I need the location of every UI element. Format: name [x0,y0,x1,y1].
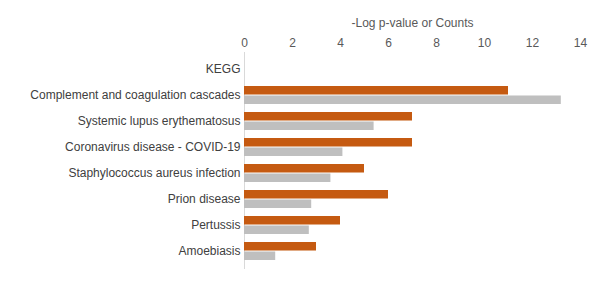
svg-text:14: 14 [574,36,588,50]
svg-text:-Log p-value or Counts: -Log p-value or Counts [351,16,473,30]
svg-text:4: 4 [337,36,344,50]
svg-text:0: 0 [241,36,248,50]
svg-text:2: 2 [289,36,296,50]
svg-text:Systemic lupus erythematosus: Systemic lupus erythematosus [78,114,241,128]
svg-text:Complement and coagulation cas: Complement and coagulation cascades [30,88,240,102]
svg-text:Pertussis: Pertussis [191,218,240,232]
svg-text:Staphylococcus aureus infectio: Staphylococcus aureus infection [68,166,240,180]
svg-text:6: 6 [385,36,392,50]
svg-text:Coronavirus disease - COVID-19: Coronavirus disease - COVID-19 [65,140,241,154]
svg-text:8: 8 [433,36,440,50]
svg-text:Prion disease: Prion disease [168,192,241,206]
svg-text:10: 10 [478,36,492,50]
svg-text:12: 12 [526,36,540,50]
svg-text:Amoebiasis: Amoebiasis [178,244,240,258]
svg-text:KEGG: KEGG [206,62,241,76]
